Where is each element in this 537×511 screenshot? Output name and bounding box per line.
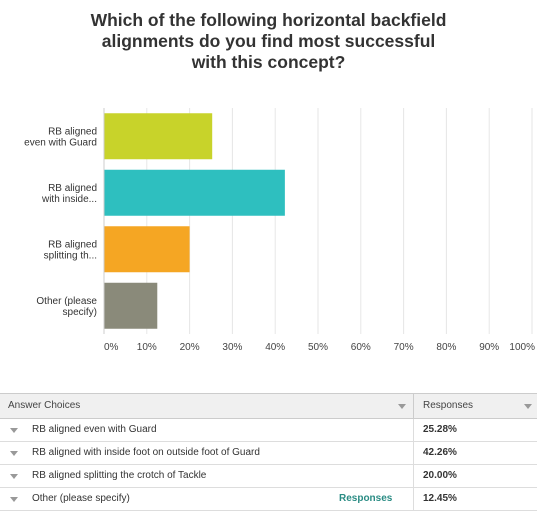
- chart-title: Which of the following horizontal backfi…: [0, 10, 537, 73]
- sort-caret-icon[interactable]: [524, 404, 532, 409]
- responses-header[interactable]: Responses: [423, 400, 474, 411]
- x-tick-label: 30%: [222, 342, 242, 353]
- response-percent: 12.45%: [423, 493, 457, 504]
- column-divider: [413, 442, 414, 464]
- x-tick-label: 60%: [351, 342, 371, 353]
- column-divider: [413, 419, 414, 441]
- category-label: RB aligned splitting th...: [44, 239, 97, 261]
- x-tick-label: 100%: [509, 342, 535, 353]
- category-label: Other (please specify): [36, 296, 97, 318]
- x-tick-label: 50%: [308, 342, 328, 353]
- answer-label: RB aligned splitting the crotch of Tackl…: [32, 470, 207, 481]
- bar: [104, 226, 190, 273]
- chart-title-line-1: Which of the following horizontal backfi…: [90, 10, 447, 30]
- response-percent: 25.28%: [423, 424, 457, 435]
- category-label: RB aligned even with Guard: [24, 126, 97, 148]
- x-tick-label: 70%: [394, 342, 414, 353]
- expand-caret-icon[interactable]: [10, 474, 18, 479]
- answer-label: RB aligned with inside foot on outside f…: [32, 447, 260, 458]
- x-tick-label: 90%: [479, 342, 499, 353]
- expand-caret-icon[interactable]: [10, 497, 18, 502]
- x-tick-label: 80%: [436, 342, 456, 353]
- category-label: RB aligned with inside...: [41, 183, 97, 205]
- expand-caret-icon[interactable]: [10, 451, 18, 456]
- bar: [104, 169, 285, 216]
- x-tick-label: 40%: [265, 342, 285, 353]
- x-tick-label: 0%: [104, 342, 119, 353]
- answer-label: Other (please specify): [32, 493, 130, 504]
- column-divider: [413, 465, 414, 487]
- expand-caret-icon[interactable]: [10, 428, 18, 433]
- table-row: RB aligned with inside foot on outside f…: [0, 442, 537, 465]
- x-tick-label: 10%: [137, 342, 157, 353]
- sort-caret-icon[interactable]: [398, 404, 406, 409]
- x-tick-label: 20%: [180, 342, 200, 353]
- table-row: RB aligned splitting the crotch of Tackl…: [0, 465, 537, 488]
- column-divider: [413, 394, 414, 418]
- responses-link[interactable]: Responses: [339, 493, 393, 504]
- chart-title-line-3: with this concept?: [191, 52, 346, 72]
- answer-choices-header[interactable]: Answer Choices: [8, 400, 81, 411]
- response-percent: 20.00%: [423, 470, 457, 481]
- column-divider: [413, 488, 414, 510]
- answer-label: RB aligned even with Guard: [32, 424, 157, 435]
- bar-chart: RB aligned even with Guard RB aligned with …: [24, 108, 535, 353]
- responses-table: Answer Choices Responses RB aligned even…: [0, 393, 537, 511]
- bar: [104, 113, 213, 160]
- response-percent: 42.26%: [423, 447, 457, 458]
- table-row: RB aligned even with Guard 25.28%: [0, 419, 537, 442]
- bar: [104, 282, 158, 329]
- table-row: Other (please specify) Responses 12.45%: [0, 488, 537, 511]
- chart-title-line-2: alignments do you find most successful: [101, 31, 436, 51]
- table-header: Answer Choices Responses: [0, 393, 537, 419]
